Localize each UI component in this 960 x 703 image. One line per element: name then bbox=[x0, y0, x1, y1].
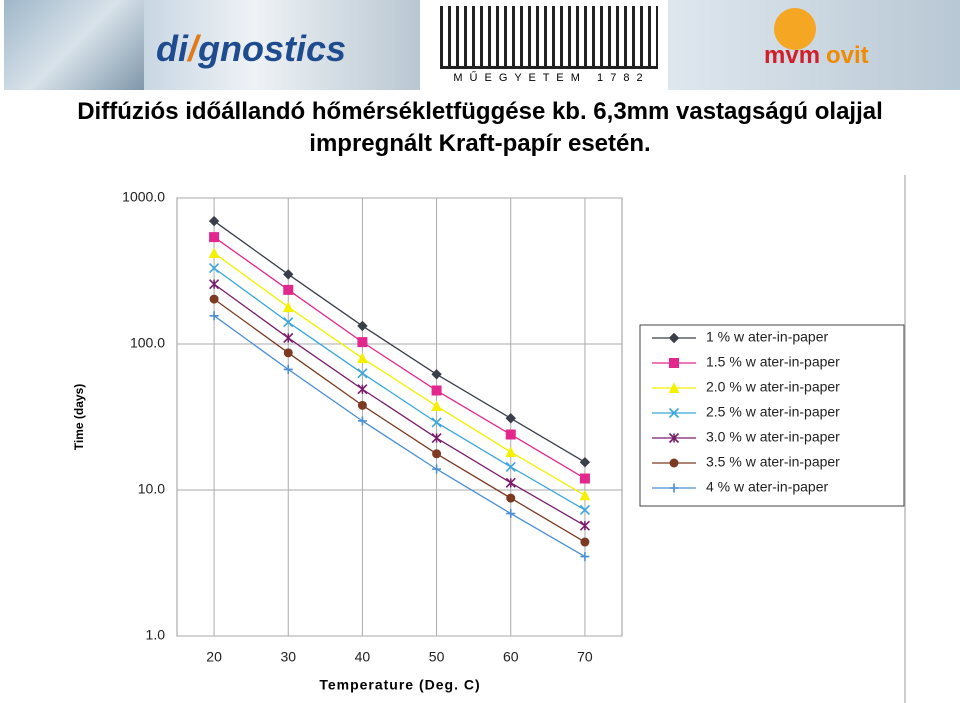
x-tick-label: 30 bbox=[280, 649, 296, 665]
series-line bbox=[213, 236, 586, 479]
marker bbox=[357, 368, 368, 379]
marker bbox=[506, 493, 516, 503]
plot-area bbox=[176, 197, 623, 637]
marker bbox=[579, 504, 590, 516]
y-axis-label: Time (days) bbox=[72, 384, 86, 450]
marker bbox=[357, 320, 368, 332]
logo-mvm: mvm ovit bbox=[668, 0, 960, 90]
legend-label: 4 % w ater-in-paper bbox=[706, 479, 829, 495]
y-tick-label: 1000.0 bbox=[122, 189, 165, 205]
logo-text: di/gnostics bbox=[156, 28, 347, 69]
title-line: Diffúziós időállandó hőmérsékletfüggése … bbox=[77, 98, 883, 125]
marker bbox=[357, 384, 368, 395]
university-name: M Ű E G Y E T E M 1 7 8 2 bbox=[453, 72, 645, 84]
legend-label: 3.5 % w ater-in-paper bbox=[706, 454, 840, 470]
marker bbox=[505, 461, 516, 472]
marker bbox=[505, 477, 516, 488]
marker bbox=[505, 413, 516, 424]
marker bbox=[208, 247, 220, 259]
legend-box bbox=[639, 324, 905, 507]
marker bbox=[357, 400, 367, 410]
marker bbox=[669, 483, 679, 493]
marker bbox=[283, 364, 293, 374]
series-line bbox=[213, 315, 586, 558]
logo-di: di bbox=[156, 28, 188, 69]
marker bbox=[357, 416, 367, 426]
x-axis-label: Temperature (Deg. C) bbox=[319, 677, 480, 693]
marker bbox=[506, 509, 516, 519]
marker bbox=[580, 537, 590, 547]
legend-label: 1.5 % w ater-in-paper bbox=[706, 354, 840, 370]
marker bbox=[209, 279, 220, 290]
marker bbox=[579, 473, 590, 484]
x-tick-label: 60 bbox=[503, 649, 519, 665]
marker bbox=[505, 429, 516, 440]
marker bbox=[283, 284, 294, 295]
series-line bbox=[213, 267, 586, 511]
x-tick-label: 20 bbox=[206, 649, 222, 665]
marker bbox=[282, 301, 294, 313]
marker bbox=[580, 552, 590, 562]
title-line: impregnált Kraft-papír esetén. bbox=[309, 130, 651, 157]
marker bbox=[209, 311, 219, 321]
logo-ovit-text: ovit bbox=[826, 42, 869, 69]
marker bbox=[209, 263, 220, 274]
slide-title: Diffúziós időállandó hőmérsékletfüggése … bbox=[0, 96, 960, 160]
series-line bbox=[213, 252, 586, 496]
marker bbox=[431, 400, 442, 412]
marker bbox=[431, 417, 442, 428]
marker bbox=[431, 369, 442, 380]
marker bbox=[357, 337, 368, 348]
marker bbox=[668, 407, 680, 419]
marker bbox=[431, 385, 442, 396]
legend-label: 2.5 % w ater-in-paper bbox=[706, 404, 840, 420]
legend-label: 3.0 % w ater-in-paper bbox=[706, 429, 840, 445]
logo-banner: di/gnostics bbox=[144, 0, 420, 90]
marker bbox=[209, 294, 219, 304]
marker bbox=[283, 317, 294, 328]
logo-photo bbox=[4, 0, 144, 90]
legend-label: 1 % w ater-in-paper bbox=[706, 329, 829, 345]
series-line bbox=[213, 298, 586, 543]
marker bbox=[668, 432, 680, 444]
university-building bbox=[440, 6, 658, 69]
x-tick-label: 70 bbox=[577, 649, 593, 665]
marker bbox=[505, 446, 517, 458]
logo-mvm-text: mvm bbox=[764, 42, 821, 69]
header: di/gnostics M Ű E G Y E T E M 1 7 8 2 mv… bbox=[0, 0, 960, 92]
marker bbox=[579, 520, 590, 531]
marker bbox=[283, 348, 293, 358]
marker bbox=[579, 457, 591, 468]
marker bbox=[668, 382, 680, 393]
marker bbox=[432, 464, 442, 474]
series-line bbox=[213, 283, 586, 527]
x-tick-label: 50 bbox=[429, 649, 445, 665]
marker bbox=[579, 489, 591, 501]
series-line bbox=[213, 220, 586, 463]
y-tick-label: 100.0 bbox=[130, 335, 165, 351]
y-tick-label: 10.0 bbox=[138, 481, 165, 497]
marker bbox=[357, 352, 368, 364]
marker bbox=[669, 358, 679, 368]
marker bbox=[431, 432, 442, 444]
marker bbox=[668, 332, 680, 344]
legend-label: 2.0 % w ater-in-paper bbox=[706, 379, 840, 395]
sun-icon bbox=[774, 8, 816, 50]
marker bbox=[283, 269, 294, 280]
y-tick-label: 1.0 bbox=[146, 627, 166, 643]
marker bbox=[432, 449, 442, 459]
logo-gnostics: gnostics bbox=[198, 28, 347, 69]
x-tick-label: 40 bbox=[355, 649, 371, 665]
marker bbox=[209, 232, 220, 243]
marker bbox=[283, 332, 294, 344]
marker bbox=[208, 215, 220, 227]
marker bbox=[669, 458, 679, 468]
